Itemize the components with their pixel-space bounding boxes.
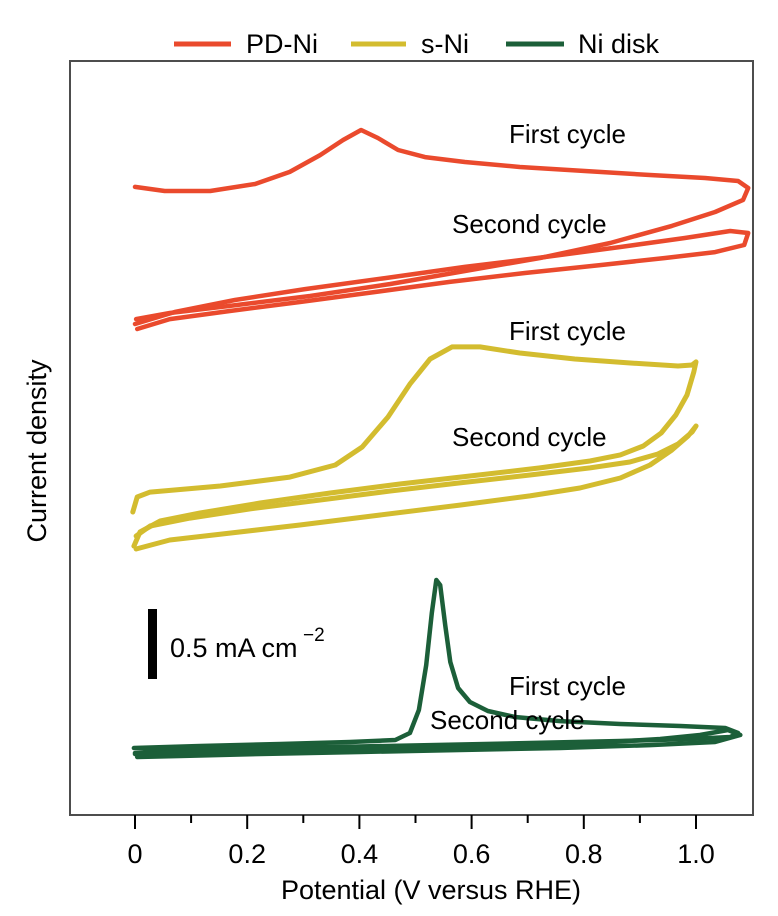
x-tick-label-0-2: 0.2: [228, 839, 266, 869]
series-layer: [130, 127, 751, 760]
scale-bar-label: 0.5 mA cm: [170, 633, 298, 663]
pd-ni-first-cycle-curve: [132, 127, 751, 322]
ni-disk-second-cycle-curve: [132, 727, 743, 760]
annotation-s-ni-second-cycle: Second cycle: [452, 422, 607, 452]
legend-label-pd-ni: PD-Ni: [246, 29, 318, 59]
legend-item-s-ni: s-Ni: [351, 29, 469, 59]
scale-bar: [148, 609, 157, 679]
scale-bar-label-superscript: −2: [303, 625, 325, 646]
x-tick-label-1-0: 1.0: [677, 839, 715, 869]
annotation-s-ni-first-cycle: First cycle: [509, 316, 626, 346]
x-tick-label-0: 0: [127, 839, 142, 869]
annotation-ni-disk-first-cycle: First cycle: [509, 671, 626, 701]
x-tick-label-0-6: 0.6: [453, 839, 491, 869]
s-ni-second-cycle-curve: [133, 423, 699, 552]
plot-frame: [69, 60, 754, 816]
legend-label-ni-disk: Ni disk: [578, 29, 660, 59]
s-ni-first-cycle-curve: [130, 344, 699, 549]
scale-bar-group: 0.5 mA cm −2: [148, 609, 325, 679]
curve-annotations: First cycle Second cycle First cycle Sec…: [430, 119, 626, 735]
pd-ni-second-cycle-curve: [132, 228, 751, 332]
x-axis-ticks: [134, 815, 697, 829]
legend-item-ni-disk: Ni disk: [506, 29, 660, 59]
x-tick-label-0-8: 0.8: [565, 839, 603, 869]
y-axis-label: Current density: [22, 359, 52, 543]
legend: PD-Ni s-Ni Ni disk: [174, 29, 660, 59]
x-tick-labels: 0 0.2 0.4 0.6 0.8 1.0: [127, 839, 714, 869]
x-tick-label-0-4: 0.4: [341, 839, 379, 869]
annotation-ni-disk-second-cycle: Second cycle: [430, 705, 585, 735]
x-axis-label: Potential (V versus RHE): [281, 875, 581, 905]
annotation-pd-ni-first-cycle: First cycle: [509, 119, 626, 149]
annotation-pd-ni-second-cycle: Second cycle: [452, 209, 607, 239]
legend-label-s-ni: s-Ni: [421, 29, 469, 59]
legend-item-pd-ni: PD-Ni: [174, 29, 318, 59]
